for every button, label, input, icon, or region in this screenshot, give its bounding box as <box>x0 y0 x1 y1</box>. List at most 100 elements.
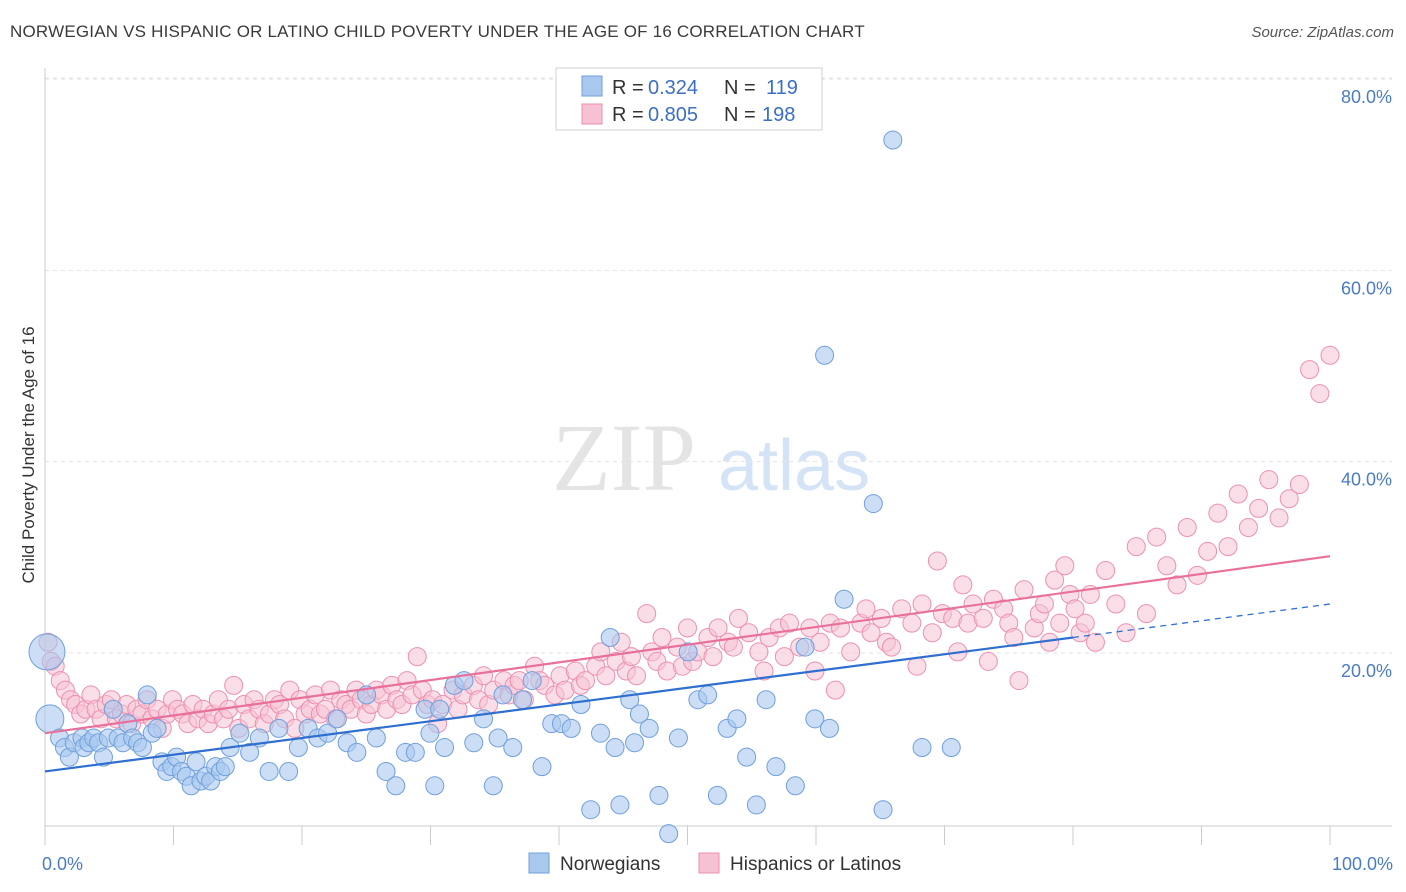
legend-r-value-1: 0.324 <box>648 77 698 99</box>
hispanic-point <box>407 647 427 667</box>
norwegian-point <box>464 733 484 753</box>
norwegian-point <box>147 718 167 738</box>
norwegian-point <box>230 723 250 743</box>
hispanic-point <box>1009 671 1029 691</box>
norwegian-point <box>240 742 260 762</box>
hispanic-trend-line <box>44 555 1331 735</box>
hispanic-point <box>1320 345 1340 365</box>
hispanic-point <box>1147 527 1167 547</box>
hispanic-point <box>678 618 697 638</box>
x-tick-label-max: 100.0% <box>1332 854 1393 874</box>
hispanic-point <box>1065 599 1085 619</box>
hispanic-point <box>1075 613 1095 633</box>
norwegian-point <box>590 723 610 743</box>
hispanic-point <box>1106 594 1126 614</box>
trend-lines <box>44 555 1331 773</box>
y-tick-label: 40.0% <box>1341 470 1392 490</box>
hispanic-point <box>703 647 723 667</box>
norwegian-point <box>649 785 669 805</box>
norwegian-point <box>561 718 581 738</box>
norwegian-point <box>819 718 839 738</box>
hispanic-point <box>1116 623 1136 643</box>
hispanic-point <box>1004 628 1024 648</box>
norwegian-point <box>28 633 66 671</box>
norwegian-point <box>93 747 113 767</box>
norwegian-point <box>815 345 835 365</box>
norwegian-point <box>405 742 425 762</box>
norwegian-point <box>366 728 386 748</box>
legend-n-label-2: N = <box>724 104 756 126</box>
norwegian-point <box>727 709 747 729</box>
norwegian-point <box>420 723 440 743</box>
norwegian-point <box>873 800 893 820</box>
hispanic-point <box>1096 561 1116 581</box>
norwegian-point <box>610 795 630 815</box>
norwegian-point <box>137 685 157 705</box>
norwegian-point <box>488 728 508 748</box>
y-tick-label: 60.0% <box>1341 278 1392 298</box>
norwegian-point <box>668 728 688 748</box>
norwegian-point <box>532 757 552 777</box>
hispanic-point <box>1055 556 1075 576</box>
norwegian-point <box>707 785 727 805</box>
norwegian-point <box>678 642 698 662</box>
legend-n-value-2: 198 <box>762 104 795 126</box>
gridlines: 20.0% 40.0% 60.0% 80.0% <box>45 77 1392 681</box>
hispanic-point <box>739 623 759 643</box>
norwegian-point <box>493 685 513 705</box>
hispanic-point <box>576 671 596 691</box>
hispanic-point <box>1269 508 1289 528</box>
norwegian-point <box>259 761 279 781</box>
norwegian-point <box>386 776 406 796</box>
norwegian-point <box>766 757 786 777</box>
hispanic-point <box>224 675 244 695</box>
legend-r-label-1: R = <box>612 77 644 99</box>
norwegian-point <box>746 795 766 815</box>
bottom-legend-norwegians: Norwegians <box>560 854 660 875</box>
norwegian-point <box>425 776 445 796</box>
norwegian-point <box>756 690 776 710</box>
legend-r-value-2: 0.805 <box>648 104 698 126</box>
hispanic-point <box>902 613 922 633</box>
watermark-atlas: atlas <box>718 426 870 506</box>
norwegian-point <box>347 742 367 762</box>
norwegian-point <box>834 589 854 609</box>
norwegian-point <box>132 738 152 758</box>
hispanic-point <box>637 604 657 624</box>
hispanic-point <box>861 623 881 643</box>
norwegian-point <box>435 738 455 758</box>
legend-bottom: Norwegians Hispanics or Latinos <box>528 852 901 875</box>
norwegian-point <box>912 738 932 758</box>
hispanic-point <box>922 623 942 643</box>
norwegian-point <box>103 699 123 719</box>
norwegian-point <box>186 752 206 772</box>
norwegian-point <box>288 738 308 758</box>
hispanic-point <box>708 618 728 638</box>
hispanic-point <box>978 651 998 671</box>
norwegian-point <box>430 699 450 719</box>
hispanic-point <box>892 599 912 619</box>
hispanic-point <box>1249 498 1269 518</box>
hispanic-points <box>38 345 1340 738</box>
hispanic-point <box>1136 604 1156 624</box>
norwegian-points <box>28 106 961 844</box>
norwegian-point <box>600 628 620 648</box>
hispanic-point <box>912 594 932 614</box>
hispanic-point <box>1228 484 1248 504</box>
hispanic-point <box>1050 613 1070 633</box>
norwegian-point <box>571 694 591 714</box>
norwegian-point <box>503 738 523 758</box>
norwegian-point <box>522 671 542 691</box>
hispanic-point <box>1034 594 1054 614</box>
norwegian-point <box>659 824 679 844</box>
norwegian-point <box>215 757 235 777</box>
legend-top: R = 0.324 N = 119 R = 0.805 N = 198 <box>555 67 823 131</box>
hispanic-point <box>779 613 799 633</box>
y-tick-label: 20.0% <box>1341 661 1392 681</box>
norwegian-point <box>327 709 347 729</box>
hispanic-point <box>1167 575 1187 595</box>
norwegian-point <box>483 776 503 796</box>
legend-n-label-1: N = <box>724 77 756 99</box>
hispanic-point <box>1126 537 1146 557</box>
